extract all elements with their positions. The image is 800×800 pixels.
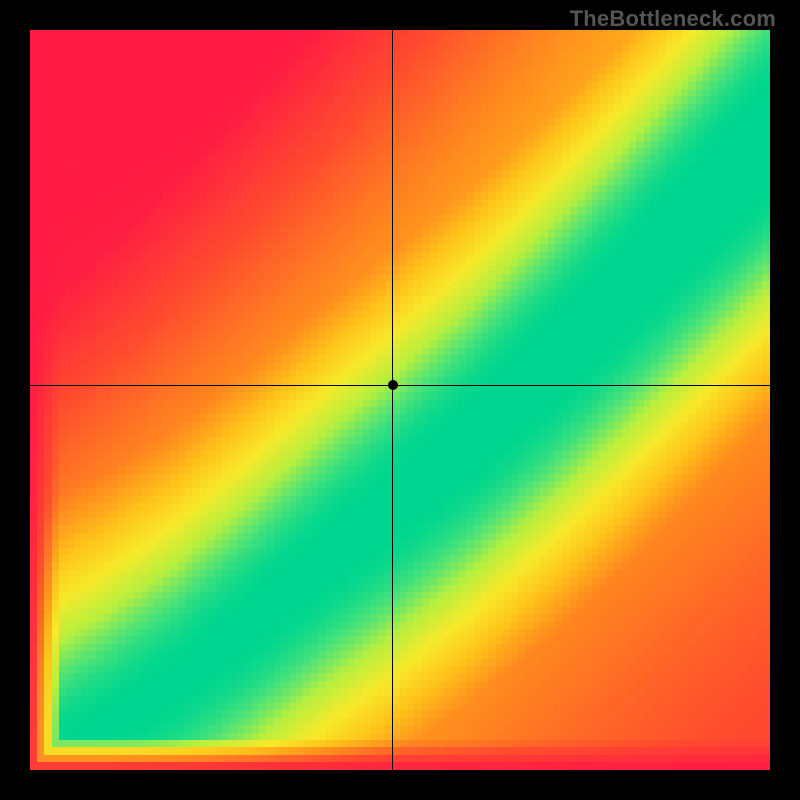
bottleneck-heatmap-figure: TheBottleneck.com [0, 0, 800, 800]
watermark-text: TheBottleneck.com [570, 6, 776, 32]
heatmap-canvas [30, 30, 770, 770]
